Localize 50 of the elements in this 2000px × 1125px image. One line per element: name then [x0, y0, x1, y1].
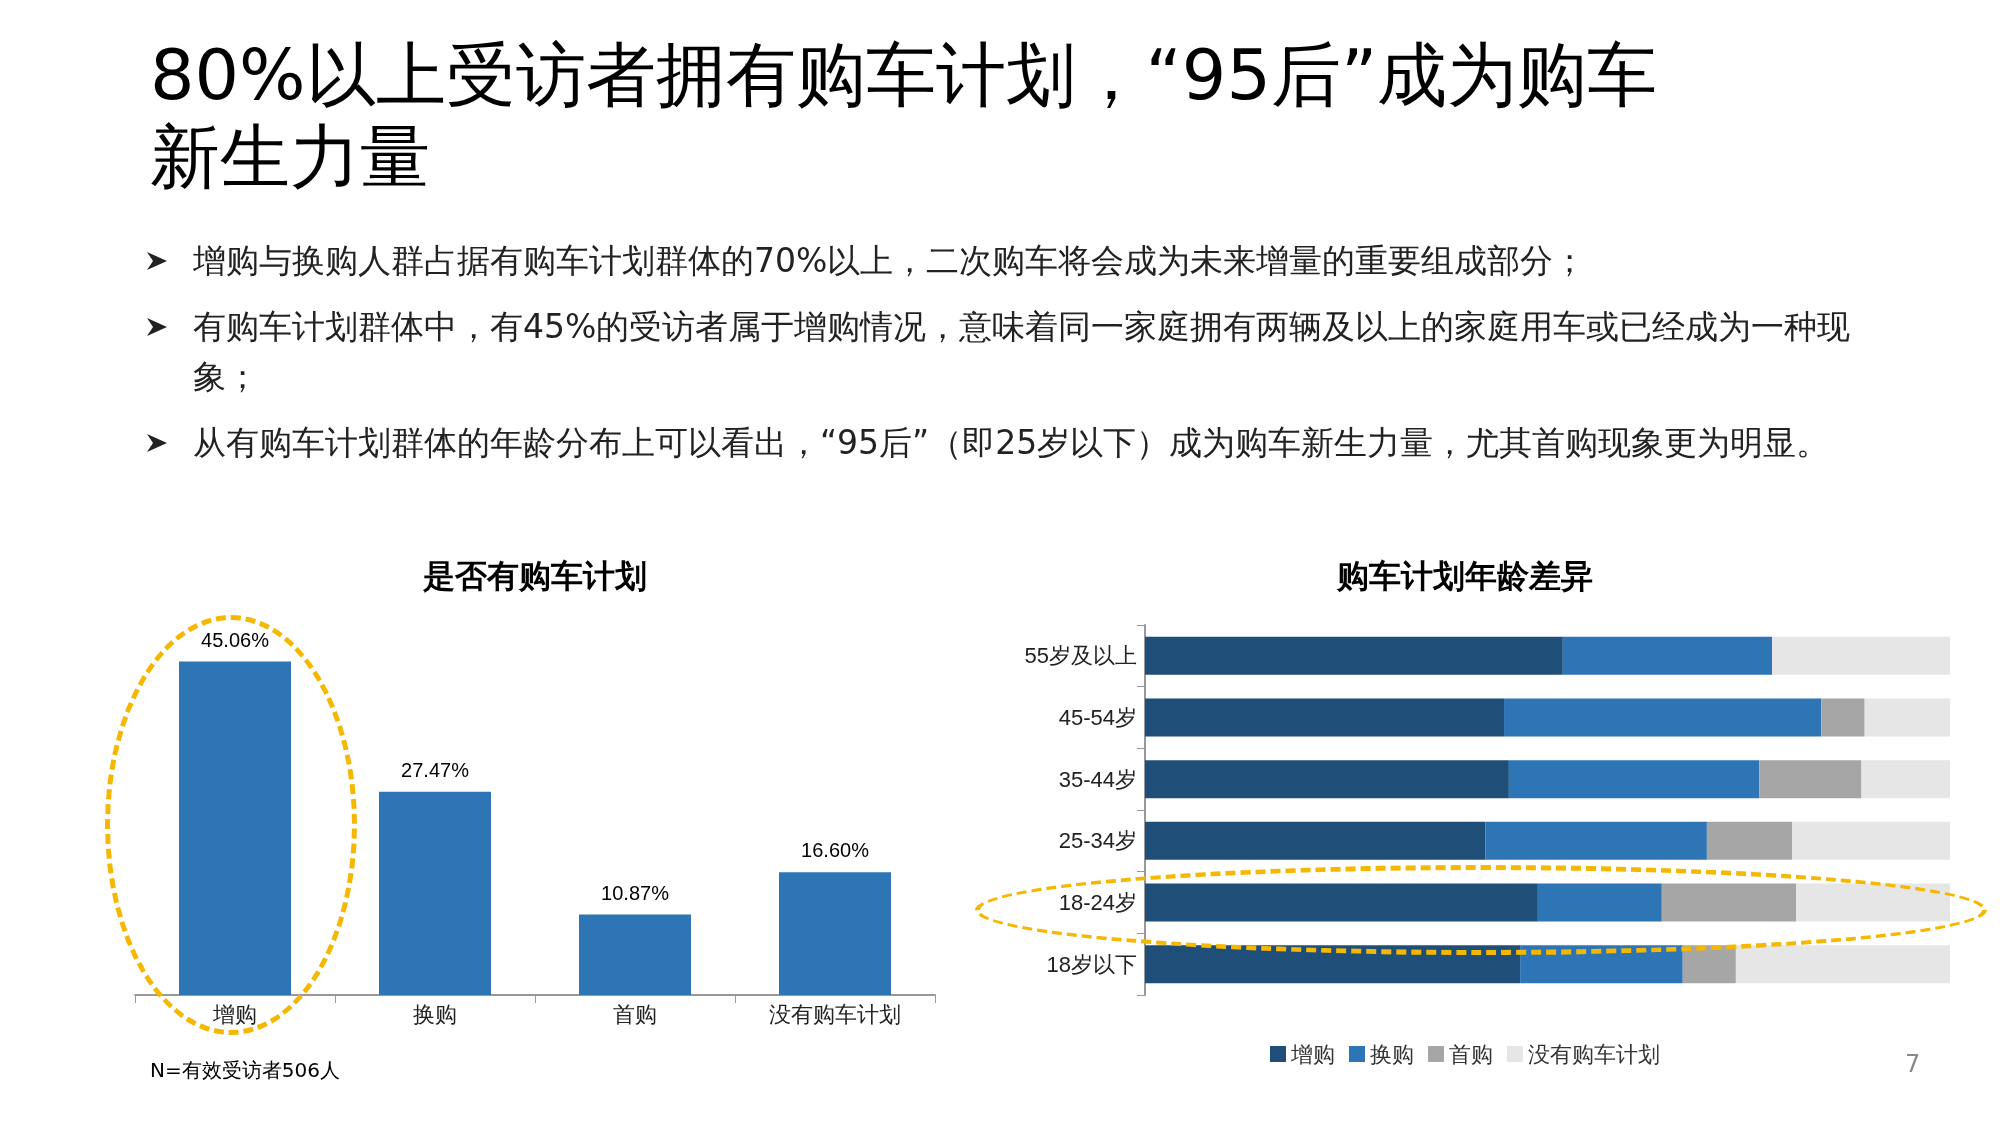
y-tick-label: 55岁及以上	[1024, 643, 1137, 669]
bar	[1145, 760, 1509, 799]
text: 7	[1905, 1050, 1921, 1078]
y-tick-label: 35-44岁	[1058, 766, 1137, 792]
text: N=有效受访者506人	[150, 1057, 340, 1084]
y-tick-label: 18岁以下	[1046, 951, 1137, 977]
x-tick-label: 增购	[212, 1001, 257, 1027]
bar	[1537, 883, 1662, 922]
legend-label: 增购	[1290, 1041, 1335, 1067]
bar	[1145, 945, 1521, 984]
bar	[1759, 760, 1862, 799]
bar	[1145, 821, 1486, 860]
text: 80%以上受访者拥有购车计划，“95后”成为购车新生力量	[150, 34, 1659, 198]
bar	[1661, 883, 1797, 922]
y-tick-label: 18-24岁	[1058, 890, 1137, 915]
x-tick-label: 首购	[613, 1001, 657, 1027]
y-tick-label: 25-34岁	[1058, 828, 1137, 854]
legend-label: 没有购车计划	[1528, 1041, 1660, 1067]
chart-title: 购车计划年龄差异	[1336, 558, 1593, 594]
bar	[1735, 945, 1950, 984]
bar	[779, 872, 891, 995]
data-label: 16.60%	[801, 839, 870, 862]
bar	[1796, 883, 1950, 922]
bar	[1145, 636, 1563, 675]
bar	[1706, 821, 1793, 860]
bar	[1485, 821, 1707, 860]
bar	[1504, 698, 1822, 737]
bar	[1772, 636, 1950, 675]
chart-title: 是否有购车计划	[422, 558, 647, 594]
text: 有购车计划群体中，有45%的受访者属于增购情况，意味着同一家庭拥有两辆及以上的家庭用车或已经成为一种现象；	[192, 306, 1852, 398]
bar	[1562, 636, 1773, 675]
x-tick-label: 换购	[413, 1001, 457, 1027]
bar	[1508, 760, 1760, 799]
text: 从有购车计划群体的年龄分布上可以看出，“95后”（即25岁以下）成为购车新生力量，尤其首购现象更为明显。	[192, 422, 1831, 464]
bar	[1821, 698, 1865, 737]
legend-label: 换购	[1370, 1041, 1414, 1067]
bar	[379, 791, 491, 995]
legend-label: 首购	[1449, 1041, 1493, 1067]
bar	[1145, 883, 1538, 922]
data-label: 10.87%	[601, 881, 670, 904]
y-tick-label: 45-54岁	[1058, 705, 1137, 730]
bar	[1792, 821, 1950, 860]
data-label: 27.47%	[401, 758, 470, 781]
bar	[1861, 760, 1950, 799]
bar	[1145, 698, 1505, 737]
bar	[579, 914, 691, 995]
text: 增购与换购人群占据有购车计划群体的70%以上，二次购车将会成为未来增量的重要组成部分；	[192, 240, 1588, 282]
bar	[1864, 698, 1950, 737]
x-tick-label: 没有购车计划	[769, 1001, 901, 1027]
data-label: 45.06%	[201, 628, 270, 651]
